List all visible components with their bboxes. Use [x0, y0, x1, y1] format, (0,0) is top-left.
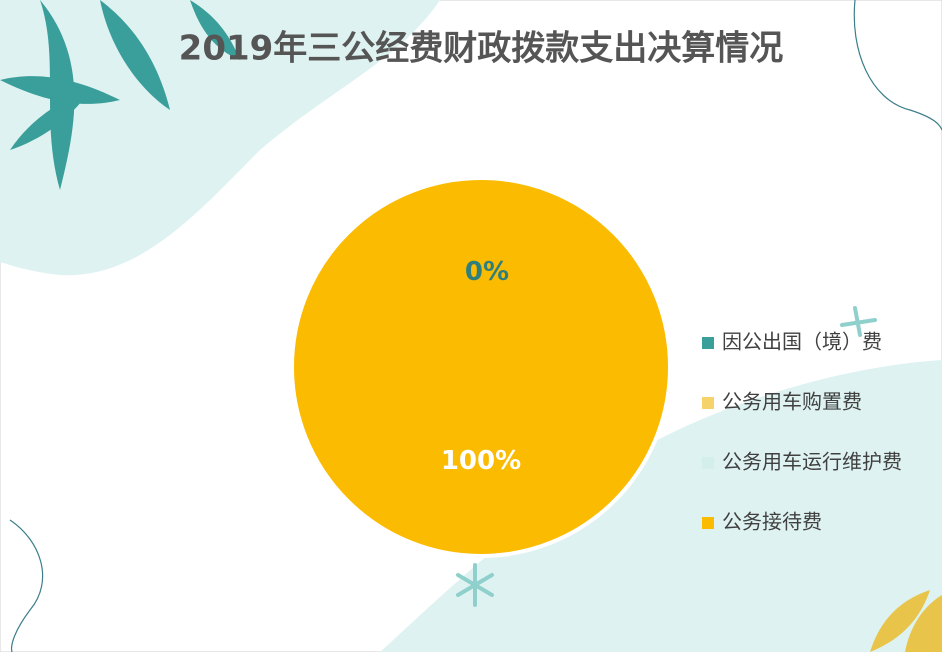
- legend-swatch: [702, 457, 714, 469]
- legend-swatch: [702, 517, 714, 529]
- legend-label: 因公出国（境）费: [722, 330, 882, 354]
- pie-slice: [292, 178, 670, 556]
- data-label: 100%: [441, 446, 521, 476]
- legend-label: 公务接待费: [722, 510, 822, 534]
- legend-label: 公务用车购置费: [722, 390, 862, 414]
- chart-title: 2019年三公经费财政拨款支出决算情况: [179, 29, 784, 69]
- legend-label: 公务用车运行维护费: [722, 450, 902, 474]
- legend-swatch: [702, 397, 714, 409]
- legend-swatch: [702, 337, 714, 349]
- data-label: 0%: [465, 257, 509, 287]
- slide: 2019年三公经费财政拨款支出决算情况 0% 100% 因公出国（境）费公务用车购置…: [0, 0, 942, 652]
